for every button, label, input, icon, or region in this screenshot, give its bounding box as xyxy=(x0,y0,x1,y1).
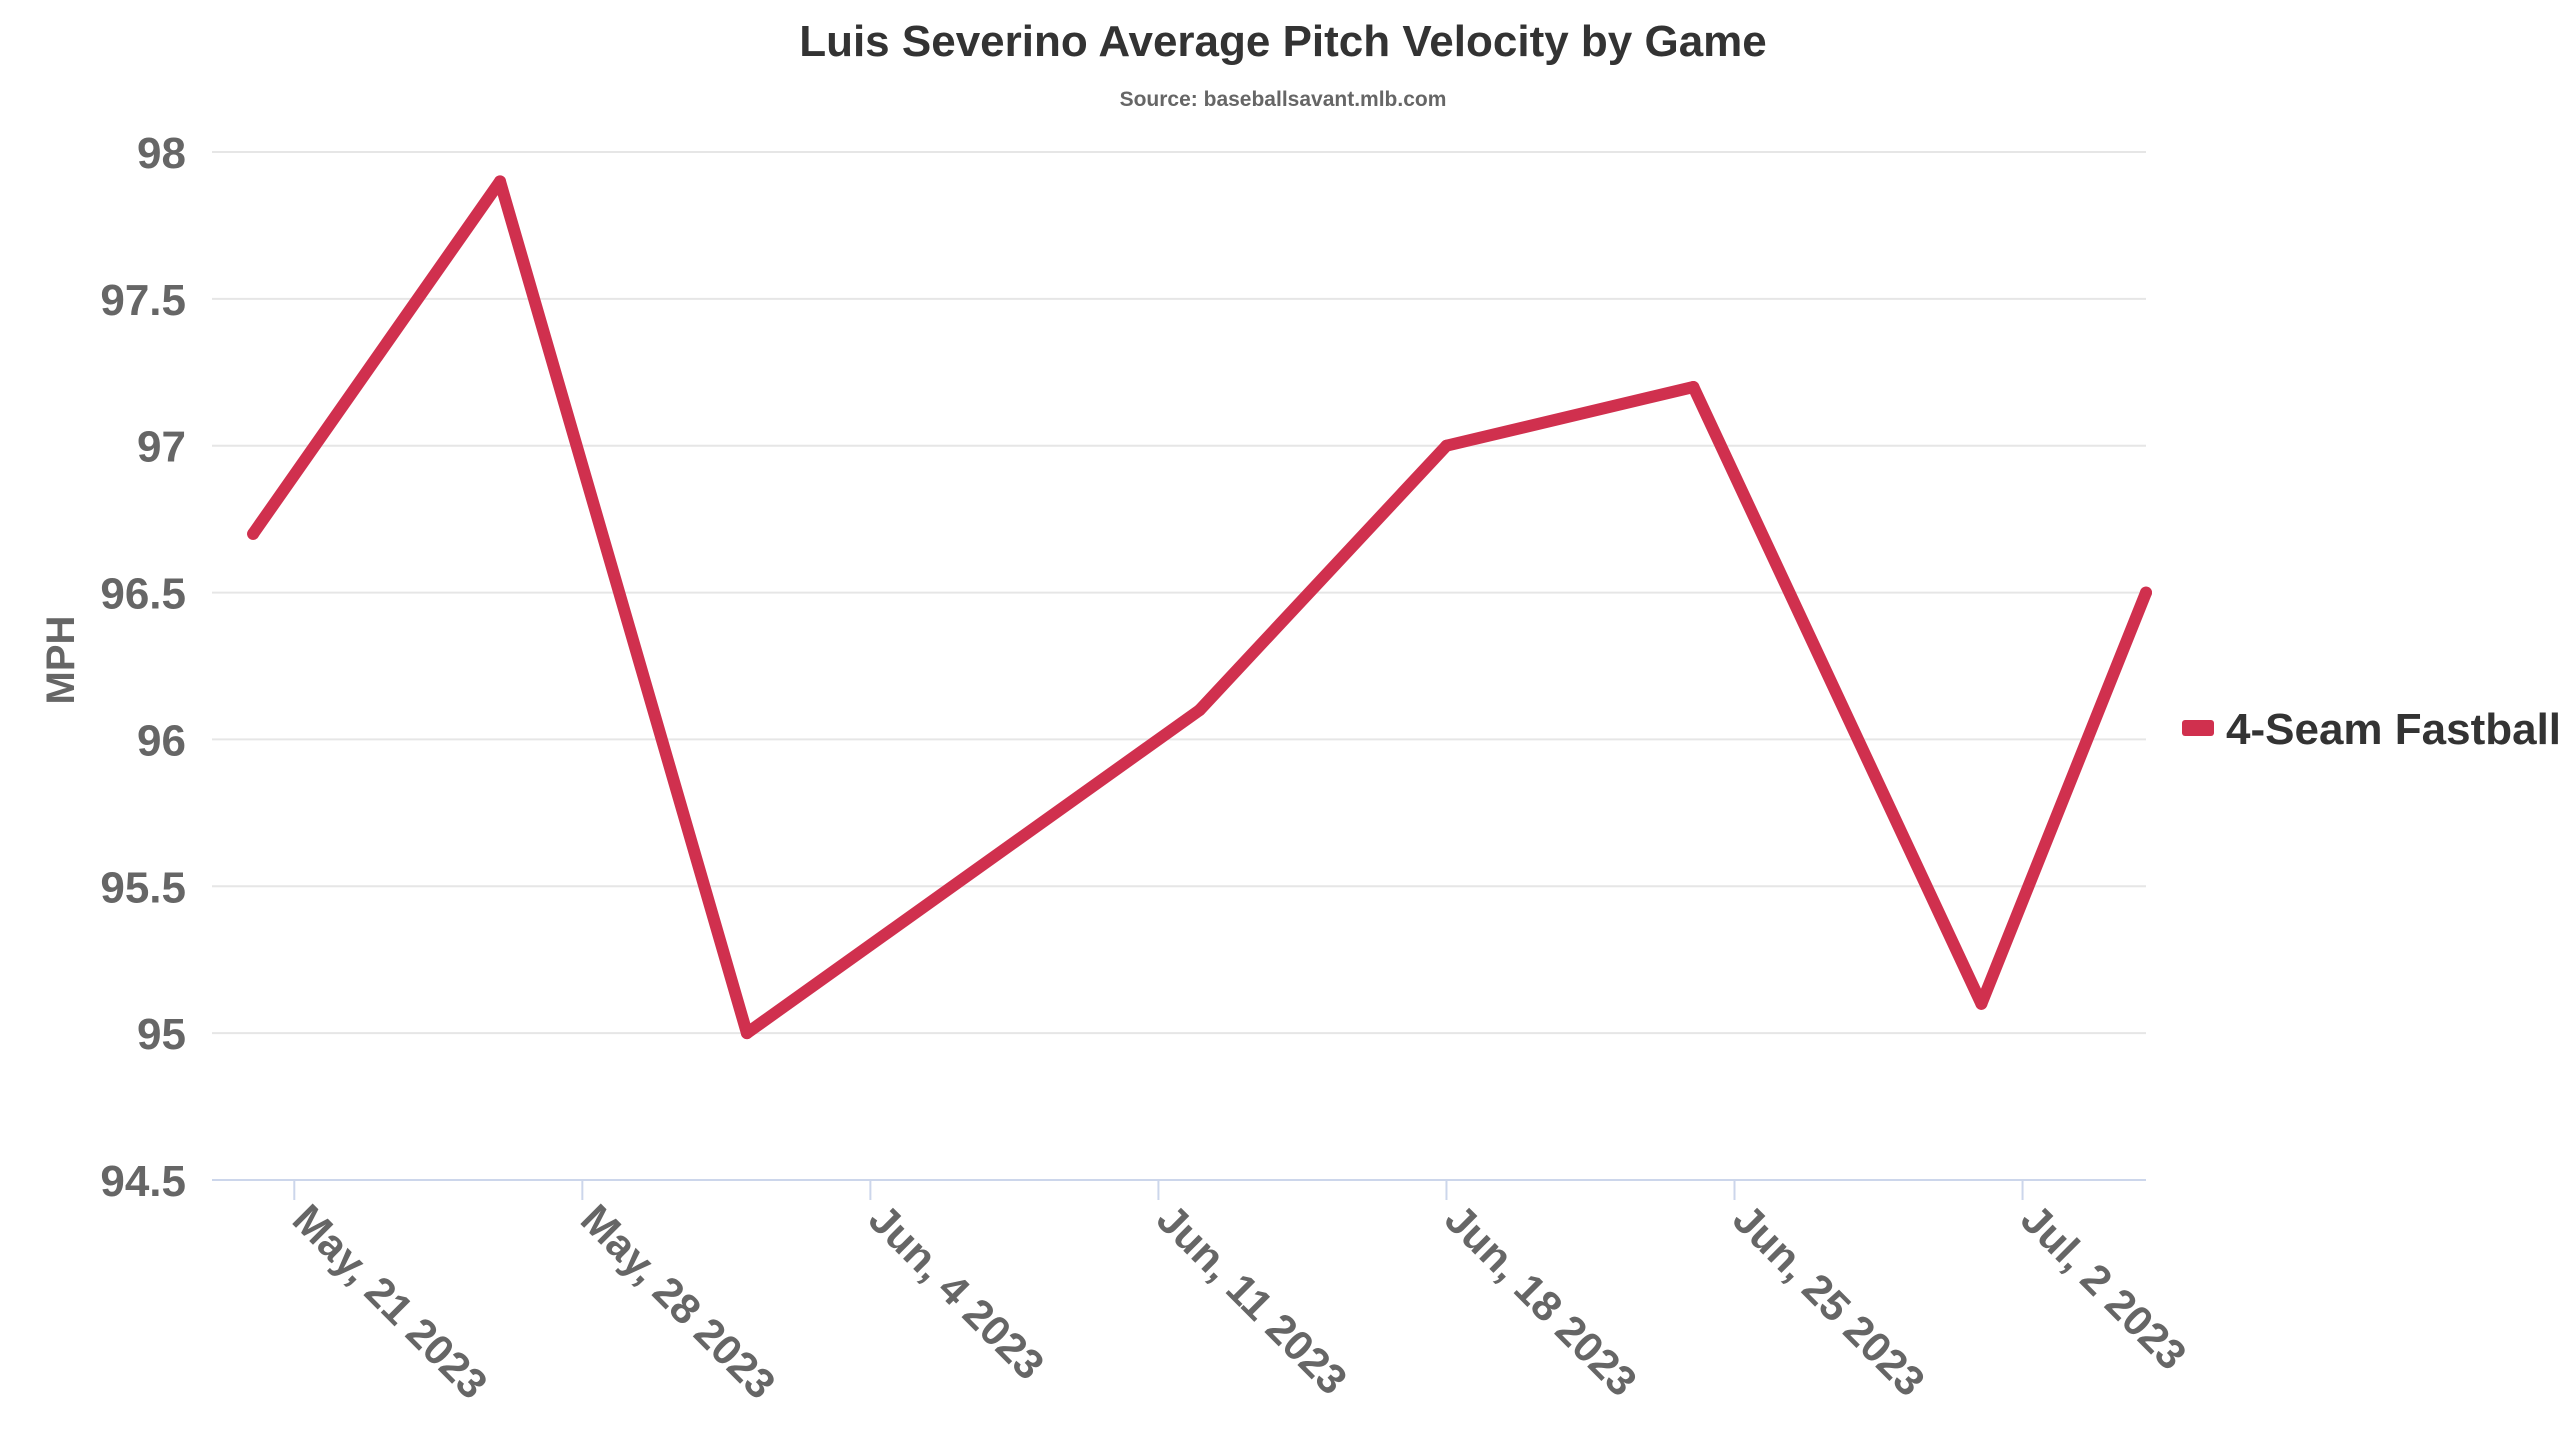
legend-symbol xyxy=(2182,720,2214,736)
y-axis: 98 97.5 97 96.5 96 95.5 95 94.5 xyxy=(100,129,186,1206)
data-point[interactable] xyxy=(1687,380,1700,393)
data-point[interactable] xyxy=(494,175,507,188)
data-point[interactable] xyxy=(247,527,260,540)
x-tick-label: Jun, 11 2023 xyxy=(1148,1195,1356,1403)
grid-lines xyxy=(212,151,2146,1035)
y-tick-label: 95 xyxy=(137,1010,186,1059)
data-point[interactable] xyxy=(2140,586,2152,599)
series-layer xyxy=(247,175,2152,1040)
data-point[interactable] xyxy=(740,1027,753,1040)
x-tick-label: May, 28 2023 xyxy=(572,1195,785,1408)
data-point[interactable] xyxy=(1193,704,1206,717)
x-tick-label: Jul, 2 2023 xyxy=(2012,1195,2195,1378)
legend[interactable]: 4-Seam Fastball xyxy=(2182,705,2560,754)
y-tick-label: 96.5 xyxy=(100,570,186,619)
y-axis-title: MPH xyxy=(39,616,83,705)
x-tick-label: May, 21 2023 xyxy=(284,1195,497,1408)
legend-item-label[interactable]: 4-Seam Fastball xyxy=(2226,705,2560,754)
x-tick-label: Jun, 4 2023 xyxy=(860,1195,1053,1388)
y-tick-label: 97 xyxy=(137,423,186,472)
data-point[interactable] xyxy=(1975,997,1988,1010)
y-tick-label: 98 xyxy=(137,129,186,178)
y-tick-label: 96 xyxy=(137,716,186,765)
chart-subtitle: Source: baseballsavant.mlb.com xyxy=(1120,88,1447,111)
data-point[interactable] xyxy=(1440,439,1453,452)
y-tick-label: 94.5 xyxy=(100,1157,186,1206)
chart-title: Luis Severino Average Pitch Velocity by … xyxy=(799,17,1767,66)
x-tick-label: Jun, 18 2023 xyxy=(1436,1195,1646,1405)
x-axis: May, 21 2023 May, 28 2023 Jun, 4 2023 Jun, … xyxy=(212,1179,2196,1408)
y-tick-label: 97.5 xyxy=(100,276,186,325)
x-tick-label: Jun, 25 2023 xyxy=(1724,1195,1934,1405)
y-tick-label: 95.5 xyxy=(100,863,186,912)
series-line[interactable] xyxy=(247,175,2152,1040)
